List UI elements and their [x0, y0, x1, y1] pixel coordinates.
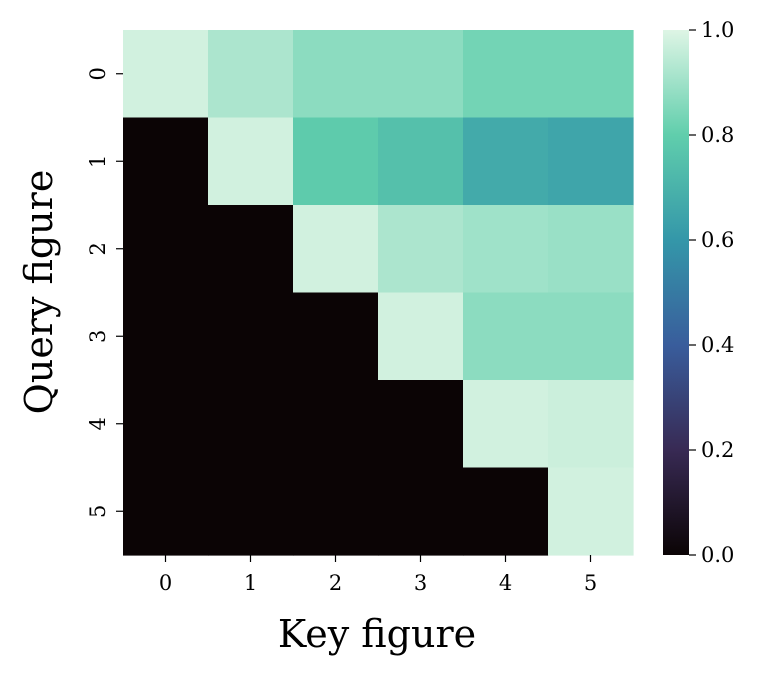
- x-axis-ticks: 0 1 2 3 4 5: [159, 555, 597, 595]
- colorbar-tick-label: 0.6: [701, 228, 734, 252]
- heatmap-cell: [123, 30, 209, 119]
- x-tick-label: 4: [499, 571, 512, 595]
- x-tick-label: 3: [414, 571, 427, 595]
- heatmap-cell: [463, 117, 549, 206]
- heatmap-cell: [123, 380, 209, 469]
- x-tick-label: 2: [329, 571, 342, 595]
- heatmap-cell: [378, 205, 464, 294]
- x-tick-label: 1: [244, 571, 257, 595]
- y-tick-label: 3: [86, 330, 110, 343]
- heatmap-cell: [463, 292, 549, 381]
- heatmap-cell: [463, 205, 549, 294]
- heatmap-cell: [378, 467, 464, 556]
- heatmap-cell: [293, 117, 379, 206]
- heatmap-cell: [378, 117, 464, 206]
- heatmap-cell: [378, 380, 464, 469]
- heatmap-cell: [123, 292, 209, 381]
- y-tick-label: 4: [86, 417, 110, 430]
- heatmap-cell: [208, 205, 294, 294]
- x-tick-label: 0: [159, 571, 172, 595]
- heatmap-cell: [208, 30, 294, 119]
- colorbar-gradient: [663, 30, 689, 555]
- heatmap-cell: [378, 30, 464, 119]
- y-tick-label: 0: [86, 67, 110, 80]
- colorbar-tick-label: 0.0: [701, 543, 734, 567]
- colorbar-tick-label: 0.8: [701, 123, 734, 147]
- y-tick-label: 1: [86, 155, 110, 168]
- heatmap-cell: [123, 205, 209, 294]
- heatmap-cell: [123, 467, 209, 556]
- colorbar: 0.0 0.2 0.4 0.6 0.8 1.0: [663, 18, 734, 567]
- x-tick-label: 5: [584, 571, 597, 595]
- y-tick-label: 2: [86, 242, 110, 255]
- y-axis-label: Query figure: [17, 170, 61, 415]
- heatmap-cell: [548, 117, 634, 206]
- heatmap-cell: [463, 467, 549, 556]
- y-tick-label: 5: [86, 505, 110, 518]
- heatmap-cell: [293, 205, 379, 294]
- heatmap-cell: [463, 380, 549, 469]
- heatmap-cell: [293, 30, 379, 119]
- heatmap-cell: [378, 292, 464, 381]
- heatmap-cell: [548, 30, 634, 119]
- colorbar-tick-label: 1.0: [701, 18, 734, 42]
- heatmap-cell: [548, 205, 634, 294]
- heatmap-cells: [123, 30, 634, 556]
- heatmap-cell: [293, 467, 379, 556]
- heatmap-cell: [293, 380, 379, 469]
- colorbar-tick-label: 0.2: [701, 438, 734, 462]
- heatmap-cell: [293, 292, 379, 381]
- colorbar-ticks: 0.0 0.2 0.4 0.6 0.8 1.0: [689, 18, 734, 567]
- heatmap-cell: [548, 292, 634, 381]
- colorbar-tick-label: 0.4: [701, 333, 734, 357]
- heatmap-cell: [123, 117, 209, 206]
- heatmap-cell: [208, 292, 294, 381]
- y-axis-ticks: 0 1 2 3 4 5: [86, 67, 123, 518]
- heatmap-cell: [463, 30, 549, 119]
- heatmap-cell: [548, 467, 634, 556]
- x-axis-label: Key figure: [278, 612, 476, 656]
- heatmap-cell: [548, 380, 634, 469]
- heatmap-cell: [208, 117, 294, 206]
- heatmap-cell: [208, 380, 294, 469]
- heatmap-cell: [208, 467, 294, 556]
